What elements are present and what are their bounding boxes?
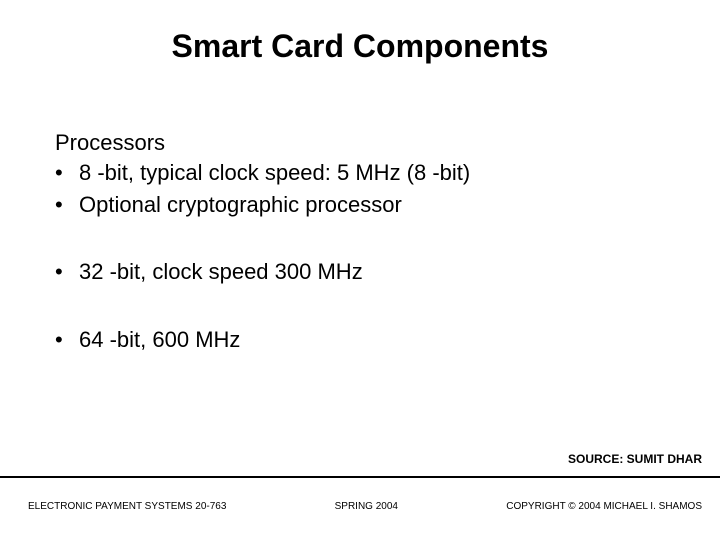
bullet-item: • 64 -bit, 600 MHz bbox=[55, 325, 665, 355]
bullet-text: 8 -bit, typical clock speed: 5 MHz (8 -b… bbox=[79, 158, 470, 188]
bullet-dot-icon: • bbox=[55, 257, 79, 287]
spacer bbox=[55, 289, 665, 325]
slide-title: Smart Card Components bbox=[0, 28, 720, 65]
footer-right: COPYRIGHT © 2004 MICHAEL I. SHAMOS bbox=[506, 501, 702, 512]
source-line: SOURCE: SUMIT DHAR bbox=[568, 452, 702, 466]
bullet-text: Optional cryptographic processor bbox=[79, 190, 402, 220]
spacer bbox=[55, 221, 665, 257]
bullet-item: • Optional cryptographic processor bbox=[55, 190, 665, 220]
bullet-dot-icon: • bbox=[55, 158, 79, 188]
slide-body: Processors • 8 -bit, typical clock speed… bbox=[55, 130, 665, 357]
bullet-text: 32 -bit, clock speed 300 MHz bbox=[79, 257, 363, 287]
bullet-dot-icon: • bbox=[55, 190, 79, 220]
footer: ELECTRONIC PAYMENT SYSTEMS 20-763 SPRING… bbox=[28, 501, 702, 512]
section-heading: Processors bbox=[55, 130, 665, 156]
bullet-text: 64 -bit, 600 MHz bbox=[79, 325, 240, 355]
slide: Smart Card Components Processors • 8 -bi… bbox=[0, 0, 720, 540]
footer-divider bbox=[0, 476, 720, 478]
bullet-dot-icon: • bbox=[55, 325, 79, 355]
bullet-item: • 32 -bit, clock speed 300 MHz bbox=[55, 257, 665, 287]
footer-center: SPRING 2004 bbox=[335, 501, 398, 512]
bullet-item: • 8 -bit, typical clock speed: 5 MHz (8 … bbox=[55, 158, 665, 188]
footer-left: ELECTRONIC PAYMENT SYSTEMS 20-763 bbox=[28, 501, 226, 512]
